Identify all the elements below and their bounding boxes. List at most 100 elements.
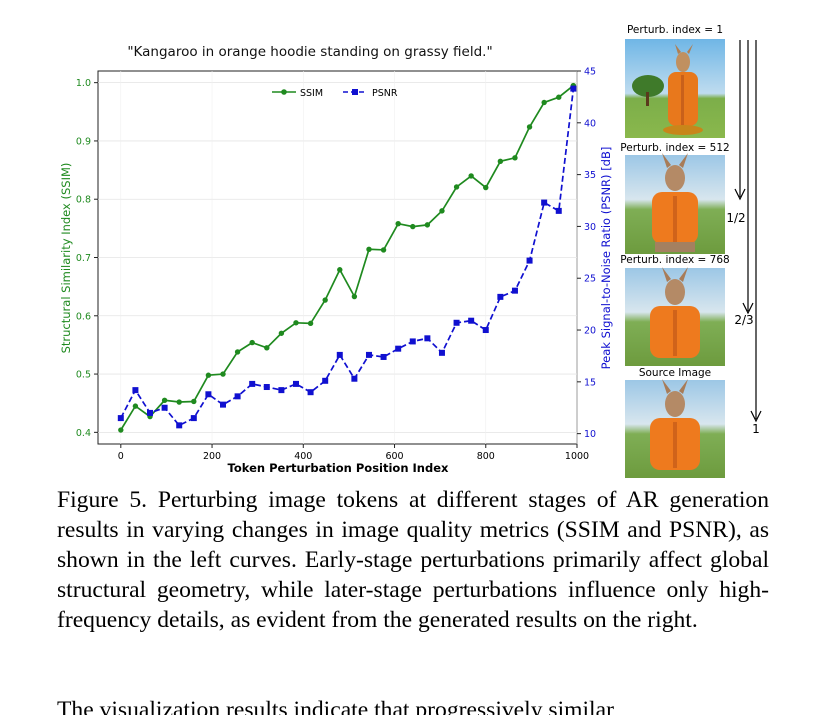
psnr-point (263, 384, 270, 391)
ssim-point (337, 267, 343, 273)
ssim-point (497, 158, 504, 165)
axes: 0.4 0.5 0.6 0.7 0.8 0.9 1.0 10 15 20 25 30 35 40 45 0 20… (76, 67, 596, 463)
psnr-point (234, 393, 241, 400)
y-left-tick-label: 0.7 (76, 253, 91, 264)
psnr-point (482, 327, 489, 334)
ssim-point (161, 397, 168, 403)
ssim-point (220, 371, 226, 377)
ssim-point (278, 330, 285, 336)
figure-caption: Figure 5. Perturbing image tokens at dif… (57, 487, 769, 633)
ssim-point (293, 320, 299, 326)
kangaroo-image-index-768 (625, 267, 725, 366)
y-right-tick-label: 45 (584, 67, 596, 78)
ssim-point (512, 155, 518, 161)
psnr-point (219, 401, 226, 408)
x-tick-label: 0 (118, 451, 124, 462)
x-tick-label: 400 (294, 451, 312, 462)
series-line-ssim (120, 84, 574, 431)
ssim-point (380, 247, 387, 253)
y-right-tick-label: 10 (584, 429, 596, 440)
psnr-point (497, 293, 504, 300)
ssim-point (351, 293, 358, 300)
psnr-point (292, 380, 299, 387)
psnr-point (468, 317, 475, 324)
prompt-text: "Kangaroo in orange hoodie standing on g… (127, 44, 492, 60)
psnr-point (424, 335, 431, 342)
y-right-tick-label: 25 (584, 274, 596, 285)
kangaroo-image-index-512 (625, 153, 725, 254)
psnr-point (453, 319, 460, 326)
arrow-label-two-thirds: 2/3 (734, 313, 753, 327)
y-left-tick-label: 0.5 (76, 370, 91, 381)
arrow-label-half: 1/2 (726, 211, 745, 225)
ssim-point (132, 403, 139, 409)
ssim-point (453, 184, 460, 190)
ssim-point (322, 297, 328, 303)
ssim-point (234, 349, 241, 355)
legend-psnr: PSNR (372, 88, 398, 99)
arrow-label-one: 1 (752, 422, 760, 436)
ssim-point (468, 173, 474, 179)
legend: SSIM PSNR (272, 88, 398, 99)
psnr-point (541, 199, 548, 206)
psnr-point (249, 380, 256, 387)
image-title-index-512: Perturb. index = 512 (620, 142, 729, 154)
progress-arrows (734, 40, 762, 423)
ssim-point (249, 339, 255, 346)
psnr-point (526, 257, 533, 264)
psnr-point (147, 409, 154, 416)
ssim-point (541, 99, 547, 106)
kangaroo-source-image (625, 379, 725, 478)
image-title-index-1: Perturb. index = 1 (627, 24, 723, 36)
psnr-point (307, 389, 314, 396)
x-tick-label: 600 (385, 451, 403, 462)
ssim-point (526, 124, 533, 130)
psnr-point (176, 422, 183, 429)
legend-ssim: SSIM (300, 88, 323, 99)
y-left-tick-label: 0.6 (76, 311, 91, 322)
y-right-tick-label: 20 (584, 326, 596, 337)
y-right-tick-label: 30 (584, 222, 596, 233)
psnr-point (555, 207, 562, 214)
psnr-point (132, 387, 139, 394)
ssim-point (118, 427, 124, 433)
body-text-fragment: The visualization results indicate that … (57, 697, 614, 715)
x-tick-label: 200 (203, 451, 221, 462)
ssim-point (483, 184, 489, 191)
y-right-tick-label: 40 (584, 118, 596, 129)
y-left-tick-label: 0.9 (76, 136, 91, 147)
y-left-tick-label: 1.0 (76, 78, 91, 89)
psnr-point (205, 391, 212, 398)
psnr-point (117, 415, 124, 422)
y-axis-left-label: Structural Similarity Index (SSIM) (59, 163, 73, 354)
figure-5: "Kangaroo in orange hoodie standing on g… (59, 24, 762, 478)
image-title-index-768: Perturb. index = 768 (620, 254, 729, 266)
y-right-tick-label: 35 (584, 170, 596, 181)
ssim-point (424, 222, 431, 228)
y-left-tick-label: 0.8 (76, 195, 91, 206)
image-title-source: Source Image (639, 367, 711, 379)
grid-lines (98, 71, 578, 444)
psnr-point (380, 353, 387, 360)
psnr-point (190, 415, 197, 422)
x-axis-label: Token Perturbation Position Index (228, 461, 449, 475)
ssim-point (556, 94, 562, 100)
x-tick-label: 1000 (565, 451, 589, 462)
ssim-point (307, 320, 314, 327)
psnr-point (409, 338, 416, 345)
psnr-point (511, 287, 518, 294)
psnr-point (395, 345, 402, 352)
psnr-point (438, 349, 445, 356)
ssim-point (205, 372, 212, 378)
psnr-point (351, 375, 358, 382)
kangaroo-image-index-1 (625, 39, 725, 138)
y-axis-right-label: Peak Signal-to-Noise Ratio (PSNR) [dB] (599, 147, 613, 370)
psnr-point (278, 387, 285, 394)
ssim-point (366, 246, 372, 253)
ssim-point (176, 399, 182, 405)
psnr-point (365, 351, 372, 358)
ssim-point (264, 345, 270, 351)
psnr-point (570, 85, 577, 92)
ssim-point (410, 223, 416, 230)
x-tick-label: 800 (477, 451, 495, 462)
